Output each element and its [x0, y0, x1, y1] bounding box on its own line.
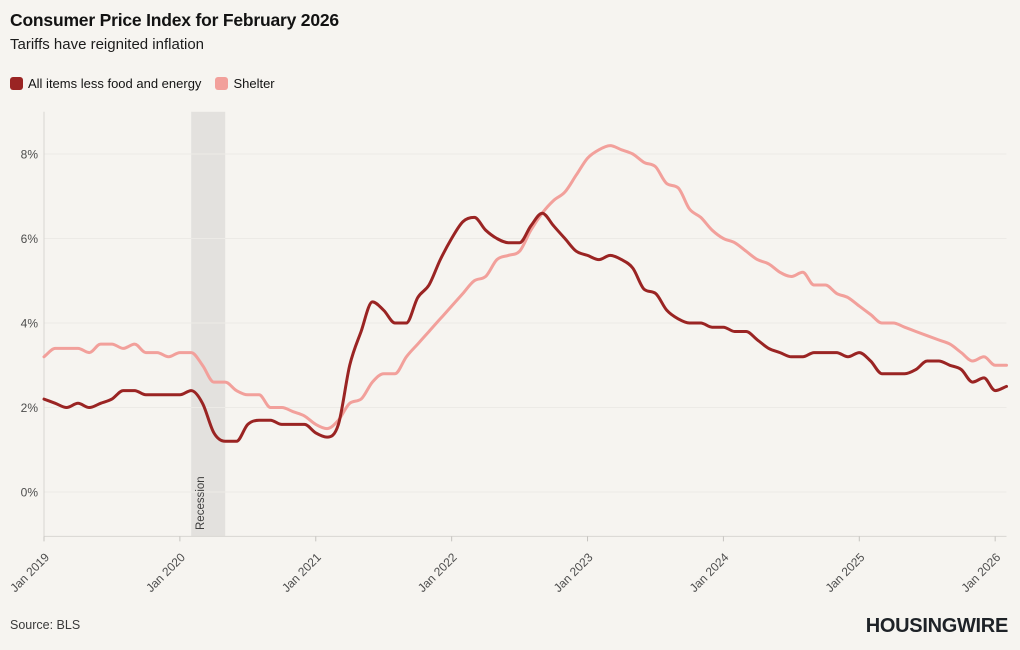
housingwire-logo: HOUSINGWIRE — [865, 615, 1009, 637]
y-axis-tick-label: 0% — [21, 486, 39, 500]
legend-item-shelter: Shelter — [215, 76, 275, 91]
legend-label-shelter: Shelter — [233, 76, 275, 91]
y-axis-tick-label: 2% — [21, 401, 39, 415]
chart-subtitle: Tariffs have reignited inflation — [10, 36, 205, 53]
legend: All items less food and energy Shelter — [10, 76, 275, 91]
x-axis-tick-label: Jan 2025 — [823, 550, 868, 595]
x-axis-tick-label: Jan 2022 — [415, 550, 460, 595]
series-line-core — [42, 211, 1008, 443]
recession-band-label: Recession — [195, 476, 207, 530]
x-axis-tick-label: Jan 2021 — [279, 550, 324, 595]
chart-title: Consumer Price Index for February 2026 — [10, 10, 339, 30]
legend-swatch-shelter — [215, 77, 229, 90]
legend-item-core: All items less food and energy — [10, 76, 201, 91]
x-axis-tick-label: Jan 2023 — [551, 550, 596, 595]
source-note: Source: BLS — [10, 618, 81, 632]
x-axis-tick-label: Jan 2019 — [7, 550, 52, 595]
x-axis-tick-label: Jan 2026 — [958, 550, 1003, 595]
x-axis-tick-label: Jan 2020 — [143, 550, 188, 595]
recession-band — [191, 111, 226, 537]
x-axis-tick-label: Jan 2024 — [687, 550, 732, 595]
y-axis-tick-label: 4% — [21, 317, 39, 331]
legend-swatch-core — [10, 77, 23, 90]
legend-label-core: All items less food and energy — [28, 76, 202, 91]
y-axis-tick-label: 8% — [21, 148, 39, 162]
series-line-shelter — [42, 144, 1008, 431]
y-axis-tick-label: 6% — [21, 232, 39, 246]
